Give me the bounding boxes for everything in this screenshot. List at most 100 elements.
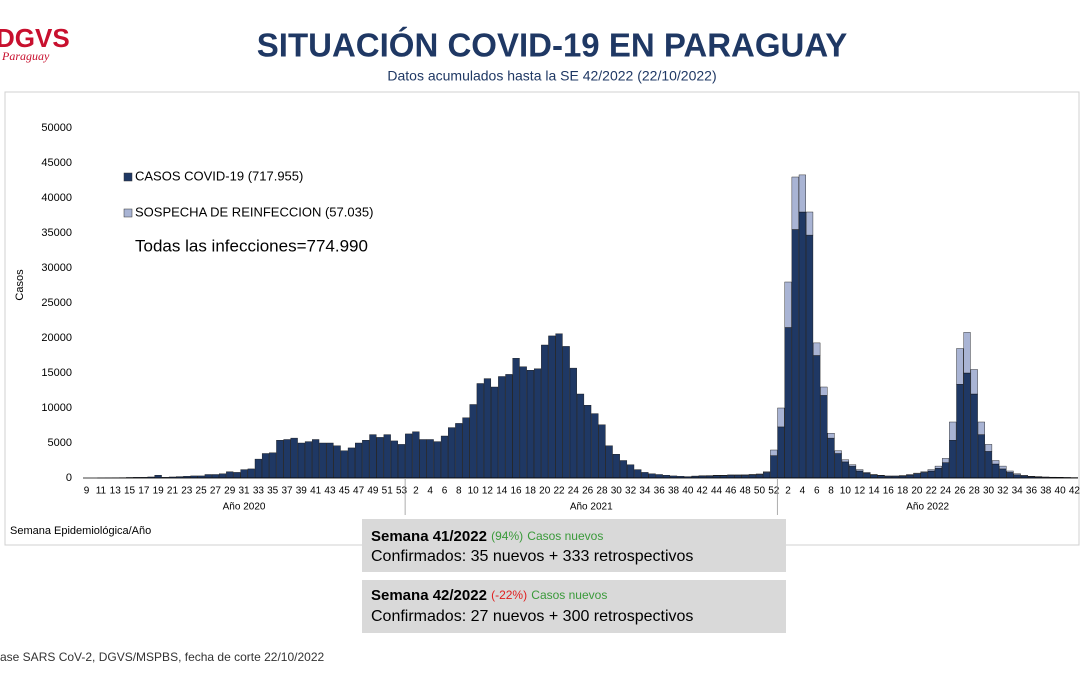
bar (863, 472, 871, 474)
bar (519, 366, 527, 479)
x-tick-label: 28 (596, 486, 608, 497)
x-tick-label: 17 (138, 486, 150, 497)
bar (269, 452, 277, 479)
bar (863, 472, 871, 479)
bar (770, 455, 778, 479)
x-tick-label: 36 (1026, 486, 1038, 497)
bar (333, 445, 341, 479)
x-tick-label: 36 (654, 486, 666, 497)
bar (491, 386, 499, 479)
x-tick-label: 44 (711, 486, 723, 497)
x-tick-label: 34 (1012, 486, 1024, 497)
annotation-detail: Confirmados: 35 nuevos + 333 retrospecti… (371, 548, 693, 565)
x-tick-label: 26 (954, 486, 966, 497)
x-tick-label: 41 (310, 486, 322, 497)
x-tick-label: 53 (396, 486, 408, 497)
bar (791, 176, 799, 230)
y-tick-label: 25000 (41, 297, 72, 309)
x-tick-label: 39 (296, 486, 308, 497)
bar (856, 469, 864, 472)
x-tick-label: 4 (800, 486, 806, 497)
bar (362, 440, 370, 479)
bar (390, 440, 398, 479)
bar (1006, 472, 1014, 479)
bar (798, 211, 806, 479)
title: SITUACIÓN COVID-19 EN PARAGUAY (257, 27, 847, 64)
x-tick-label: 31 (238, 486, 250, 497)
x-tick-label: 21 (167, 486, 179, 497)
bar (927, 470, 935, 479)
x-group-label: Año 2022 (906, 502, 949, 513)
bar (927, 469, 935, 472)
bar (1020, 475, 1028, 477)
x-tick-label: 45 (339, 486, 351, 497)
x-tick-label: 24 (568, 486, 580, 497)
y-tick-label: 45000 (41, 157, 72, 169)
bar (569, 367, 577, 479)
bar (347, 447, 356, 479)
bar (448, 427, 456, 479)
bar (834, 450, 842, 454)
bar (634, 469, 642, 479)
bar (612, 454, 620, 479)
bar (870, 474, 878, 479)
annotation-title: Semana 42/2022 (371, 587, 487, 604)
bar (784, 327, 792, 479)
bar (813, 355, 821, 479)
bar (498, 376, 506, 479)
bar (941, 462, 950, 479)
bar (397, 444, 406, 479)
x-tick-label: 18 (897, 486, 909, 497)
bar (584, 405, 592, 479)
x-tick-label: 48 (740, 486, 752, 497)
x-tick-label: 6 (442, 486, 448, 497)
x-tick-label: 20 (911, 486, 923, 497)
x-tick-label: 37 (281, 486, 293, 497)
bar (934, 465, 942, 469)
bar (906, 474, 914, 476)
bar (276, 440, 284, 479)
x-tick-label: 16 (883, 486, 895, 497)
bar (483, 378, 492, 479)
x-tick-label: 47 (353, 486, 365, 497)
bar (906, 474, 914, 479)
x-tick-label: 22 (926, 486, 938, 497)
bar (555, 333, 563, 479)
y-tick-label: 50000 (41, 122, 72, 134)
annotation-detail: Confirmados: 27 nuevos + 300 retrospecti… (371, 608, 693, 625)
annotation-head: Semana 42/2022 (-22%) Casos nuevos (371, 587, 607, 604)
y-tick-label: 5000 (48, 437, 72, 449)
x-tick-label: 49 (367, 486, 379, 497)
bar (233, 472, 241, 479)
bar (240, 469, 248, 479)
bar (455, 423, 463, 479)
x-tick-label: 11 (96, 486, 107, 497)
bar (261, 453, 270, 479)
annotation-box (362, 519, 786, 572)
bar (1013, 474, 1021, 479)
bar (562, 346, 570, 479)
bar (605, 445, 613, 479)
x-tick-label: 13 (110, 486, 122, 497)
bar (1013, 473, 1021, 476)
bar (541, 344, 549, 479)
bar (734, 475, 742, 479)
bar (956, 348, 964, 385)
y-axis-label: Casos (14, 269, 26, 301)
x-tick-label: 12 (482, 486, 494, 497)
bar (999, 465, 1007, 470)
bar (226, 471, 234, 479)
bar (591, 413, 599, 479)
annotation: Semana 42/2022 (-22%) Casos nuevos Confi… (362, 580, 786, 633)
bar (748, 474, 756, 479)
bar (204, 474, 212, 479)
bar (419, 439, 427, 479)
x-tick-label: 33 (253, 486, 265, 497)
bar (977, 434, 985, 479)
x-tick-label: 43 (324, 486, 336, 497)
y-tick-label: 10000 (41, 402, 72, 414)
bar (254, 458, 262, 479)
bar (533, 368, 542, 479)
x-tick-label: 18 (525, 486, 537, 497)
bar (777, 426, 785, 479)
